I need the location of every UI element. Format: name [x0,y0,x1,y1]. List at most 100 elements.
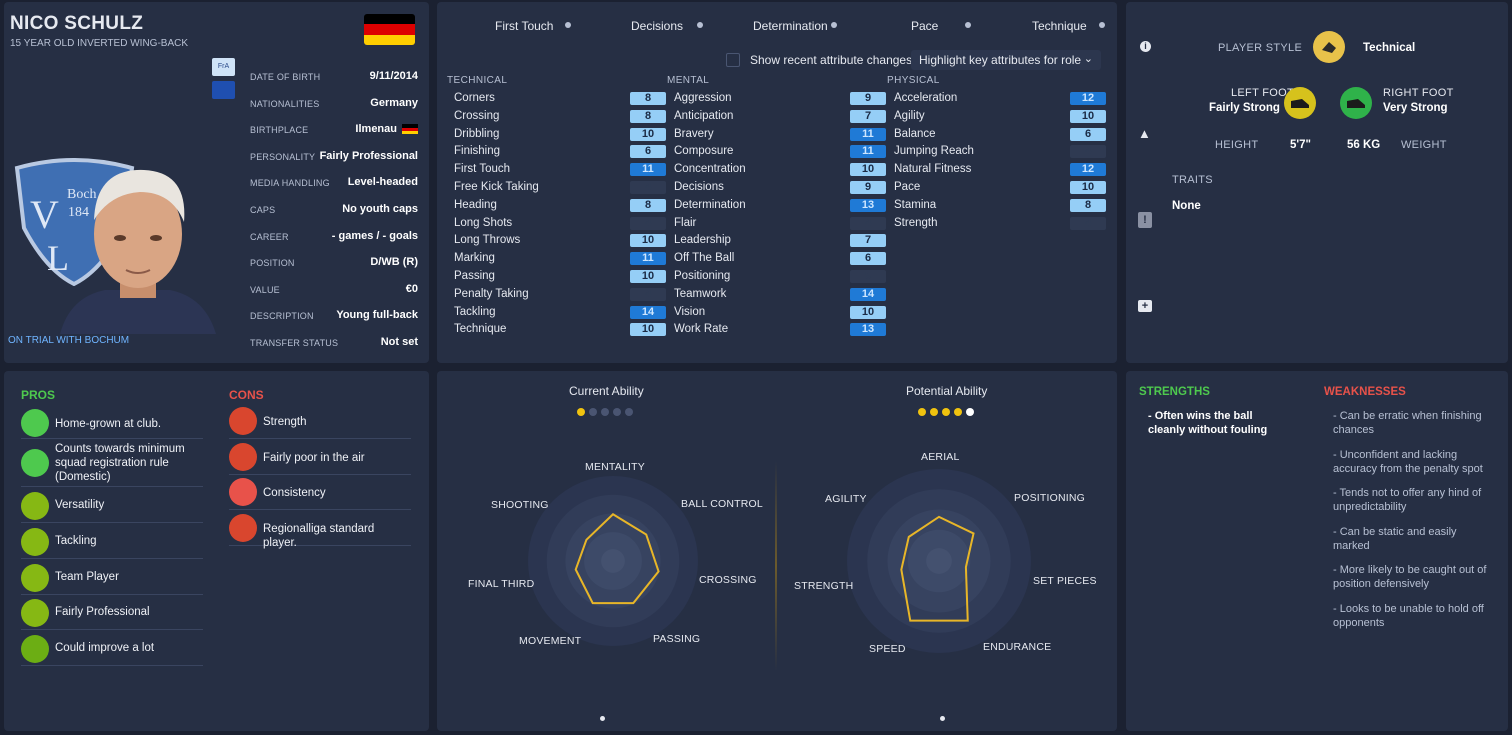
style-panel: i ▲ ! + PLAYER STYLE Technical LEFT FOOT… [1126,2,1508,363]
con-text: Strength [263,416,307,428]
attribute-row[interactable]: Bravery 11 [674,127,886,144]
page-dot-right[interactable] [940,716,945,721]
show-changes-checkbox[interactable] [726,53,740,67]
attribute-name: Agility [894,109,925,122]
attribute-row[interactable]: Determination 13 [674,198,886,215]
alert-icon[interactable]: ! [1138,212,1152,228]
attribute-row[interactable]: Free Kick Taking 4 [454,180,666,197]
attribute-row[interactable]: Finishing 6 [454,144,666,161]
attribute-name: Finishing [454,145,501,158]
svg-text:Boch: Boch [67,187,97,202]
attribute-value: 14 [850,287,886,301]
attribute-row[interactable]: Vision 10 [674,305,886,322]
pro-text: Counts towards minimum squad registratio… [55,443,185,483]
attribute-row[interactable]: Anticipation 7 [674,109,886,126]
attribute-row[interactable]: Long Throws 10 [454,233,666,250]
club-kit-badge[interactable] [212,81,235,99]
radar-divider [775,461,777,671]
strength-item: - Often wins the ball cleanly without fo… [1148,410,1268,436]
attribute-row[interactable]: Stamina 8 [894,198,1106,215]
attribute-row[interactable]: Strength 4 [894,216,1106,233]
attribute-row[interactable]: Jumping Reach 4 [894,144,1106,161]
attribute-value: 14 [630,305,666,319]
attribute-row[interactable]: Passing 10 [454,269,666,286]
attribute-row[interactable]: Leadership 7 [674,233,886,250]
attribute-row[interactable]: Acceleration 12 [894,91,1106,108]
attribute-row[interactable]: Tackling 14 [454,305,666,322]
attribute-name: Long Shots [454,216,513,229]
highlight-attribute[interactable]: Pace [911,19,939,33]
highlight-role-select-value: Highlight key attributes for role [919,53,1082,67]
attribute-row[interactable]: Heading 8 [454,198,666,215]
attribute-name: Penalty Taking [454,287,529,300]
star-icon [229,514,257,542]
attribute-row[interactable]: Pace 10 [894,180,1106,197]
attribute-name: Decisions [674,181,724,193]
attributes-panel: First Touch Decisions Determination Pace Tec… [437,2,1117,363]
attribute-row[interactable]: Marking 11 [454,251,666,268]
con-item: Consistency [229,475,411,510]
attribute-row[interactable]: Aggression 9 [674,91,886,108]
attribute-value: 4 [630,216,666,230]
info-label: Position [250,258,295,269]
show-changes-label[interactable]: Show recent attribute changes [750,53,913,67]
attribute-row[interactable]: Crossing 8 [454,109,666,126]
attribute-row[interactable]: Penalty Taking 4 [454,287,666,304]
medical-icon[interactable]: + [1138,300,1152,312]
attribute-row[interactable]: Concentration 10 [674,162,886,179]
attribute-row[interactable]: Technique 10 [454,322,666,339]
attribute-row[interactable]: Agility 10 [894,109,1106,126]
training-icon[interactable]: ▲ [1138,126,1151,141]
attribute-value: 8 [1070,198,1106,212]
attribute-name: Off The Ball [674,252,735,265]
registration-icon [21,449,49,477]
pro-text: Tackling [55,535,97,547]
left-foot-label: LEFT FOOT [1231,87,1295,99]
club-logo-badge[interactable]: FrA [212,58,235,76]
potential-radar-axis-label: AGILITY [825,493,867,505]
info-value: Level-headed [347,176,418,189]
attribute-row[interactable]: First Touch 11 [454,162,666,179]
attribute-row[interactable]: Composure 11 [674,144,886,161]
attribute-row[interactable]: Long Shots 4 [454,216,666,233]
pro-item: Team Player [21,560,203,595]
attribute-row[interactable]: Natural Fitness 12 [894,162,1106,179]
attribute-value: 13 [850,198,886,212]
info-icon[interactable]: i [1140,41,1151,52]
attribute-value: 4 [630,181,666,194]
attribute-value: 10 [1070,181,1106,194]
attribute-name: Long Throws [454,234,521,247]
highlight-attribute[interactable]: Technique [1032,19,1087,33]
current-radar-axis-label: SHOOTING [491,499,549,511]
pro-text: Fairly Professional [55,606,150,618]
ability-star [954,408,962,416]
weaknesses-title: WEAKNESSES [1324,386,1406,398]
current-ability-stars [577,403,637,421]
info-label: Date of Birth [250,72,321,82]
attribute-row[interactable]: Balance 6 [894,127,1106,144]
attribute-name: Aggression [674,92,732,104]
highlight-role-select[interactable]: Highlight key attributes for role ⌄ [911,50,1101,70]
current-ability-label: Current Ability [569,384,644,398]
svg-text:V: V [30,192,59,237]
ability-star [918,408,926,416]
current-radar-axis-label: MOVEMENT [519,635,582,647]
attribute-row[interactable]: Work Rate 13 [674,322,886,339]
attribute-row[interactable]: Dribbling 10 [454,127,666,144]
height-value: 5'7" [1290,139,1311,151]
attribute-row[interactable]: Corners 8 [454,91,666,108]
attribute-row[interactable]: Decisions 9 [674,180,886,197]
traits-label: TRAITS [1172,174,1213,186]
versatility-icon [21,491,49,520]
page-dot-left[interactable] [600,716,605,721]
highlight-attribute[interactable]: Decisions [631,19,684,33]
attribute-row[interactable]: Off The Ball 6 [674,251,886,268]
highlight-attribute[interactable]: Determination [753,19,828,33]
highlight-attribute[interactable]: First Touch [495,19,554,33]
attribute-name: Vision [674,305,706,318]
pro-item: Versatility [21,488,203,523]
attribute-row[interactable]: Flair 4 [674,216,886,233]
ability-star [942,408,950,416]
attribute-row[interactable]: Teamwork 14 [674,287,886,304]
attribute-row[interactable]: Positioning 5 [674,269,886,286]
